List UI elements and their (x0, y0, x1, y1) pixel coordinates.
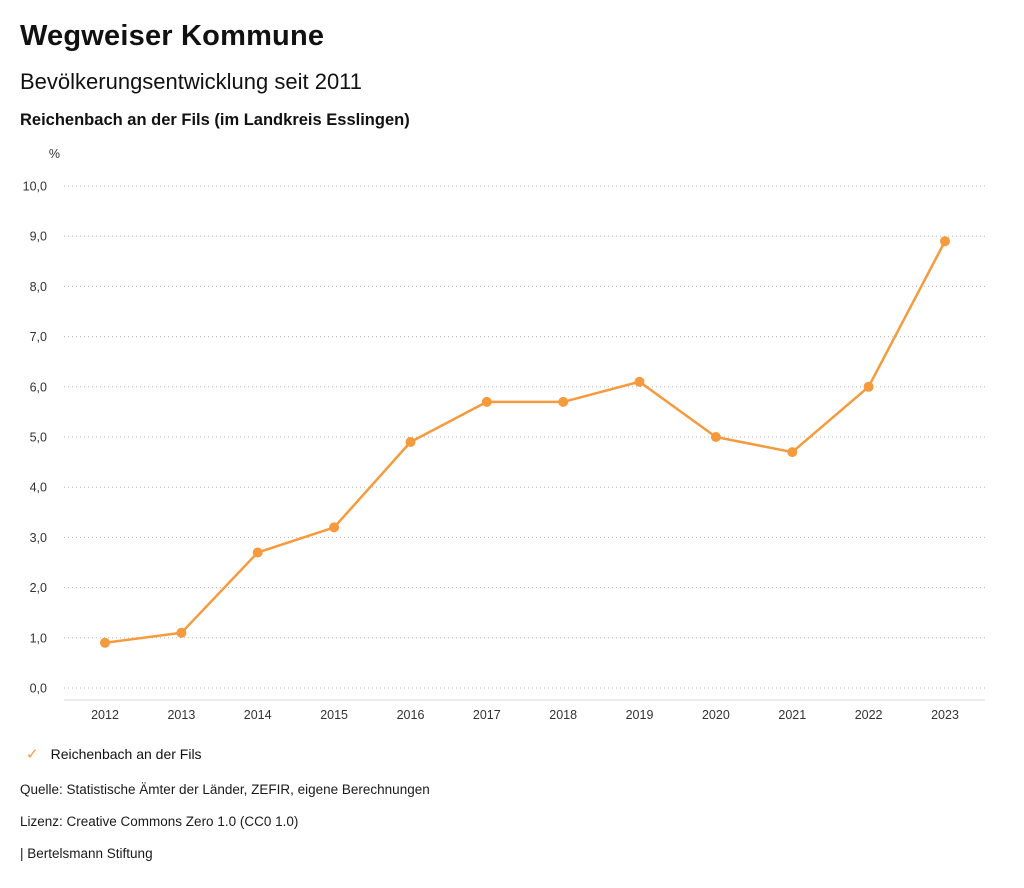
y-tick-label: 5,0 (30, 431, 47, 445)
legend-check-icon[interactable]: ✓ (26, 745, 39, 763)
chart-title: Bevölkerungsentwicklung seit 2011 (20, 69, 363, 94)
x-tick-label: 2012 (91, 708, 119, 722)
x-tick-label: 2019 (626, 708, 654, 722)
x-tick-label: 2016 (397, 708, 425, 722)
data-point-2014[interactable] (252, 547, 263, 558)
data-point-2015[interactable] (329, 522, 340, 533)
x-tick-label: 2021 (778, 708, 806, 722)
chart-region-subtitle: Reichenbach an der Fils (im Landkreis Es… (20, 111, 410, 129)
data-point-2013[interactable] (176, 627, 187, 638)
page-title: Wegweiser Kommune (20, 20, 325, 52)
y-tick-label: 6,0 (30, 380, 47, 394)
y-tick-label: 7,0 (30, 330, 47, 344)
y-tick-label: 1,0 (30, 631, 47, 645)
x-tick-label: 2023 (931, 708, 959, 722)
y-tick-label: 10,0 (23, 180, 47, 194)
x-tick-label: 2020 (702, 708, 730, 722)
license-note: Lizenz: Creative Commons Zero 1.0 (CC0 1… (20, 814, 299, 829)
footer: Quelle: Statistische Ämter der Länder, Z… (20, 782, 1004, 861)
y-tick-label: 4,0 (30, 481, 47, 495)
data-point-2020[interactable] (710, 432, 721, 442)
data-point-2012[interactable] (100, 637, 110, 648)
legend-label[interactable]: Reichenbach an der Fils (50, 746, 202, 762)
data-point-2018[interactable] (558, 396, 569, 407)
data-point-2023[interactable] (940, 236, 950, 247)
chart-svg: % 0,0 1,0 2,0 3,0 4,0 5,0 6,0 7,0 8,0 9,0 10,0 2012 2… (23, 147, 985, 722)
x-tick-label: 2017 (473, 708, 501, 722)
data-point-2021[interactable] (787, 447, 798, 458)
series-line (104, 240, 947, 645)
y-tick-label: 2,0 (30, 581, 47, 595)
data-point-2022[interactable] (863, 381, 874, 392)
legend[interactable]: ✓ Reichenbach an der Fils (20, 746, 1004, 762)
x-tick-label: 2013 (167, 708, 195, 722)
source-note: Quelle: Statistische Ämter der Länder, Z… (20, 782, 430, 797)
x-tick-label: 2018 (549, 708, 577, 722)
y-tick-label: 8,0 (30, 280, 47, 294)
y-tick-label: 3,0 (30, 531, 47, 545)
data-point-2016[interactable] (405, 437, 416, 447)
publisher-note: | Bertelsmann Stiftung (20, 846, 153, 861)
line-chart: % 0,0 1,0 2,0 3,0 4,0 5,0 6,0 7,0 8,0 9,0 10,0 2012 2… (20, 136, 1004, 736)
y-tick-label: 0,0 (30, 682, 47, 696)
data-point-2019[interactable] (634, 376, 645, 387)
x-tick-label: 2022 (855, 708, 883, 722)
x-tick-label: 2014 (244, 708, 272, 722)
data-point-2017[interactable] (481, 396, 492, 407)
y-axis-unit: % (49, 147, 60, 161)
wegweiser-kommune-page: Wegweiser Kommune Bevölkerungsentwicklun… (20, 20, 1004, 861)
y-tick-label: 9,0 (30, 230, 47, 244)
x-tick-label: 2015 (320, 708, 348, 722)
